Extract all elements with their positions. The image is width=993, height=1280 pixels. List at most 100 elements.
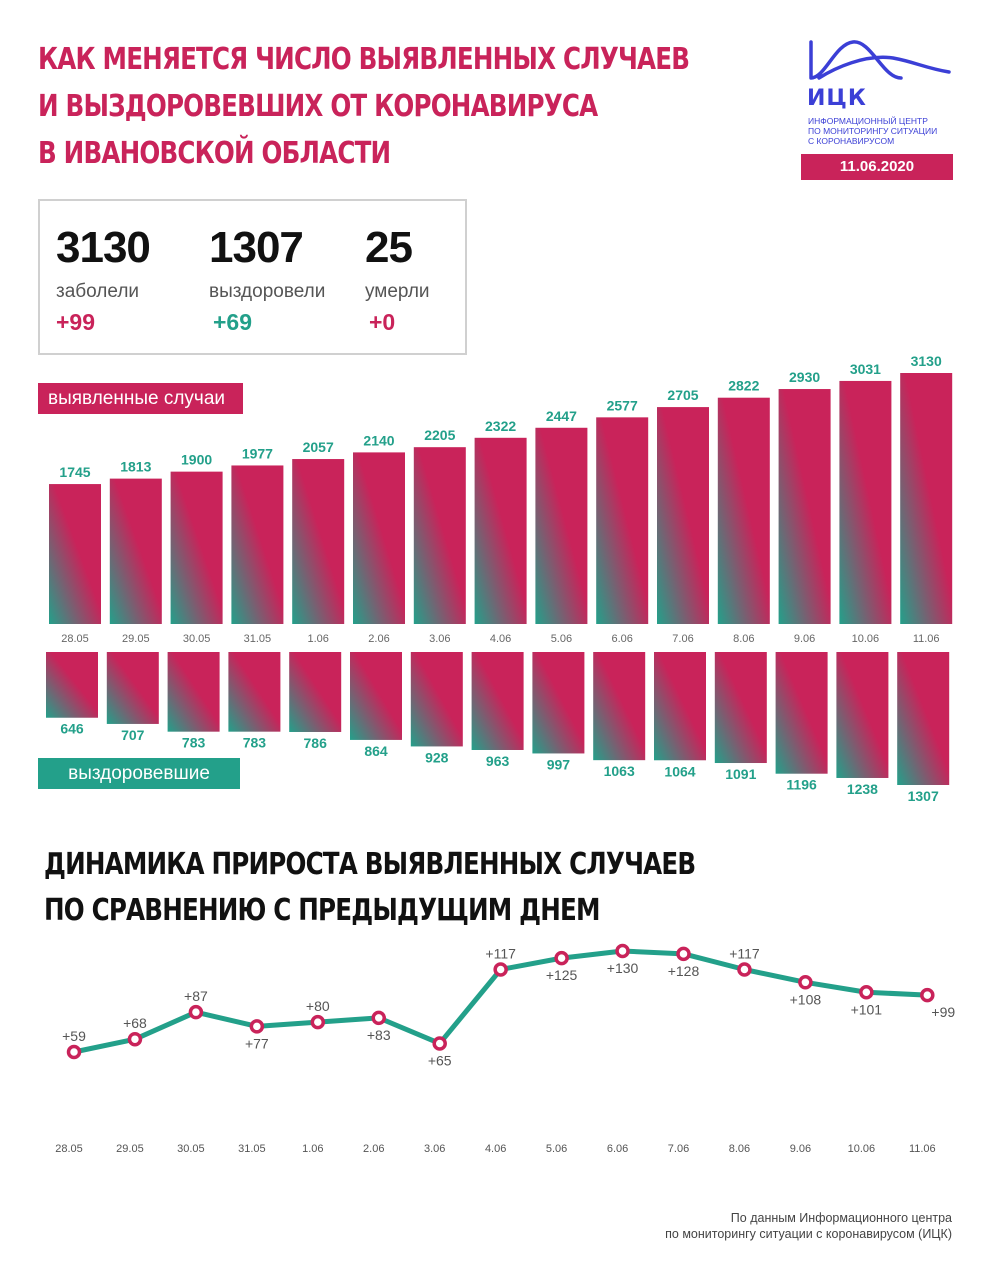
- x-tick-label: 8.06: [729, 1143, 750, 1155]
- stats-box: 3130 заболели +99 1307 выздоровели +69 2…: [38, 199, 467, 355]
- x-tick-label: 28.05: [61, 633, 89, 645]
- stat-deaths: 25 умерли +0: [365, 223, 430, 336]
- growth-chart-title: ДИНАМИКА ПРИРОСТА ВЫЯВЛЕННЫХ СЛУЧАЕВ ПО …: [44, 842, 696, 934]
- growth-point: [615, 943, 630, 959]
- cases-bar: [657, 407, 709, 624]
- stat-deaths-label: умерли: [365, 281, 430, 302]
- cases-bar: [717, 397, 770, 624]
- cases-bar: [292, 459, 345, 624]
- source-note: По данным Информационного центра по мони…: [665, 1210, 952, 1242]
- x-tick-label: 31.05: [238, 1143, 266, 1155]
- stat-deaths-delta: +0: [369, 309, 396, 335]
- cases-bar: [170, 471, 223, 624]
- recovered-bar: [350, 652, 402, 740]
- stat-recovered-value: 1307: [209, 223, 304, 272]
- growth-point: [554, 950, 569, 966]
- recovered-bar: [654, 652, 706, 761]
- subtitle-line-2: ПО СРАВНЕНИЮ С ПРЕДЫДУЩИМ ДНЕМ: [44, 893, 601, 928]
- recovered-bar-value: 646: [60, 721, 84, 737]
- cases-bar: [839, 380, 892, 624]
- date-badge: 11.06.2020: [801, 154, 953, 180]
- stat-recovered-label: выздоровели: [209, 281, 326, 302]
- x-tick-label: 9.06: [794, 633, 815, 645]
- growth-point-label: +117: [729, 945, 760, 961]
- main-title: КАК МЕНЯЕТСЯ ЧИСЛО ВЫЯВЛЕННЫХ СЛУЧАЕВ И …: [38, 36, 690, 177]
- growth-point: [432, 1036, 447, 1051]
- recovered-bar: [836, 652, 889, 778]
- cases-bar-value: 1977: [242, 445, 273, 461]
- growth-point-label: +87: [184, 988, 208, 1004]
- cases-bar: [353, 452, 405, 624]
- growth-line-chart: +59 28.05 +68 29.05 +87 30.05 +77 31.05 +80 1.06 +…: [55, 943, 955, 1155]
- growth-point-label: +83: [367, 1027, 391, 1043]
- cases-bar: [474, 437, 527, 624]
- growth-point: [310, 1014, 326, 1030]
- recovered-bar: [471, 652, 524, 750]
- title-line-1: КАК МЕНЯЕТСЯ ЧИСЛО ВЫЯВЛЕННЫХ СЛУЧАЕВ: [38, 42, 690, 77]
- recovered-bar-value: 1196: [786, 777, 817, 793]
- growth-point-label: +77: [245, 1035, 269, 1051]
- cases-bar: [596, 417, 649, 624]
- recovered-bar-value: 786: [304, 735, 328, 751]
- cases-bar-value: 2930: [789, 369, 820, 385]
- growth-point: [188, 1004, 204, 1020]
- growth-point: [493, 962, 508, 977]
- recovered-bar: [106, 652, 159, 724]
- recovered-bar-value: 864: [364, 743, 388, 759]
- recovered-bar: [289, 652, 342, 732]
- recovered-bar: [167, 652, 220, 732]
- cases-bar: [413, 447, 466, 624]
- x-tick-label: 29.05: [116, 1143, 144, 1155]
- growth-point: [798, 975, 813, 990]
- cases-bars: 1745 28.05 1813 29.05 1900 30.05 1977 31.05 2057…: [49, 353, 953, 645]
- recovered-bar-value: 783: [182, 735, 206, 751]
- x-tick-label: 31.05: [244, 633, 272, 645]
- cases-bar: [231, 465, 284, 624]
- growth-point: [676, 946, 691, 962]
- cases-bar-value: 2577: [607, 397, 638, 413]
- recovered-bar-value: 1307: [908, 788, 939, 804]
- x-tick-label: 30.05: [183, 633, 211, 645]
- cases-bar: [900, 373, 953, 624]
- growth-point-label: +80: [306, 998, 330, 1014]
- cases-bar-value: 1900: [181, 452, 212, 468]
- x-tick-label: 10.06: [848, 1143, 876, 1155]
- x-tick-label: 29.05: [122, 633, 150, 645]
- title-line-2: И ВЫЗДОРОВЕВШИХ ОТ КОРОНАВИРУСА: [38, 89, 598, 124]
- cases-bar-value: 2447: [546, 408, 577, 424]
- logo-wave-icon: [809, 40, 951, 80]
- growth-point-label: +125: [546, 967, 578, 983]
- recovered-bar-value: 963: [486, 753, 510, 769]
- x-tick-label: 4.06: [490, 633, 511, 645]
- growth-point: [920, 987, 935, 1003]
- x-tick-label: 6.06: [611, 633, 632, 645]
- cases-bar-value: 2822: [728, 378, 759, 394]
- recovered-bar-value: 1064: [664, 763, 695, 779]
- logo-desc-line: С КОРОНАВИРУСОМ: [808, 136, 895, 146]
- stat-cases: 3130 заболели +99: [56, 223, 151, 336]
- growth-point-label: +117: [485, 945, 516, 961]
- cases-bar-value: 1813: [120, 459, 151, 475]
- growth-point-label: +101: [851, 1001, 883, 1017]
- growth-point: [737, 962, 752, 977]
- growth-point-label: +130: [607, 960, 639, 976]
- growth-point-label: +128: [668, 963, 700, 979]
- stat-deaths-value: 25: [365, 223, 413, 272]
- x-tick-label: 4.06: [485, 1143, 506, 1155]
- x-tick-label: 30.05: [177, 1143, 205, 1155]
- recovered-bar: [775, 652, 828, 774]
- recovered-bar-value: 997: [547, 756, 571, 772]
- recovered-bar: [532, 652, 585, 754]
- recovered-bar: [228, 652, 281, 732]
- x-tick-label: 2.06: [368, 633, 389, 645]
- cases-bar-value: 2057: [303, 439, 334, 455]
- x-tick-label: 5.06: [546, 1143, 567, 1155]
- cases-bar: [49, 484, 101, 624]
- cases-bar-value: 2705: [667, 387, 698, 403]
- growth-point-label: +65: [428, 1052, 452, 1068]
- stat-recovered-delta: +69: [213, 309, 253, 335]
- x-tick-label: 7.06: [672, 633, 693, 645]
- source-line: по мониторингу ситуации с коронавирусом …: [665, 1227, 952, 1241]
- growth-point: [859, 985, 874, 1000]
